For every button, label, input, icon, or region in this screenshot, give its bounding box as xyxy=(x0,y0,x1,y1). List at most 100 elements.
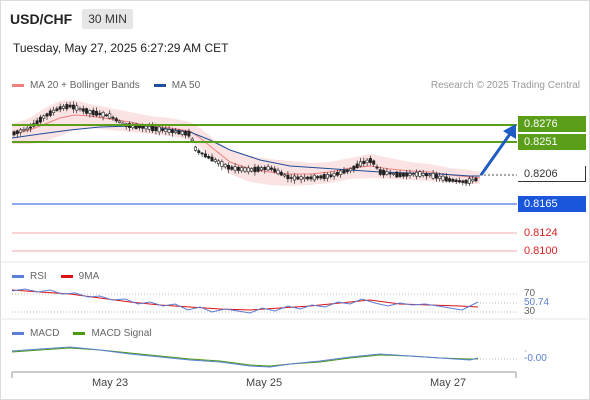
candle-body xyxy=(368,158,372,163)
candle-body xyxy=(322,174,326,180)
price-tag-0.8100: 0.8100 xyxy=(524,245,558,257)
candle-body xyxy=(388,172,392,175)
candle-body xyxy=(217,160,221,165)
timeframe-button[interactable]: 30 MIN xyxy=(82,9,133,29)
candle-body xyxy=(75,105,79,111)
candle-body xyxy=(421,173,425,176)
candle-body xyxy=(316,176,320,179)
candle-body xyxy=(187,131,191,137)
candle-body xyxy=(448,178,452,182)
candle-body xyxy=(19,129,23,133)
candle-body xyxy=(223,163,227,168)
candle-body xyxy=(88,110,92,114)
candle-body xyxy=(312,174,316,181)
candle-body xyxy=(25,127,29,131)
candle-body xyxy=(167,129,171,133)
candle-body xyxy=(306,176,310,180)
candle-body xyxy=(190,138,194,142)
candle-body xyxy=(411,173,415,176)
forecast-arrow-head xyxy=(503,124,516,139)
main-legend: MA 20 + Bollinger Bands MA 50 xyxy=(12,80,200,91)
candle-body xyxy=(329,174,333,178)
price-tag-current: 0.8206 xyxy=(518,166,586,182)
candle-body xyxy=(418,171,422,177)
candle-body xyxy=(144,125,148,130)
candle-body xyxy=(65,104,69,110)
candle-body xyxy=(85,108,89,114)
candle-body xyxy=(349,168,353,172)
candle-body xyxy=(289,177,293,179)
macd-swatch xyxy=(12,332,24,335)
candle-body xyxy=(250,168,254,172)
candle-body xyxy=(335,171,339,176)
candle-body xyxy=(108,113,112,119)
candle-body xyxy=(170,129,174,133)
rsi-ma-legend-label: 9MA xyxy=(78,271,100,282)
candle-body xyxy=(91,110,95,116)
candle-body xyxy=(365,159,369,164)
candle-body xyxy=(454,179,458,182)
candle-body xyxy=(154,126,158,132)
candle-body xyxy=(269,167,273,170)
candle-body xyxy=(428,174,432,177)
candle-body xyxy=(424,173,428,177)
candle-body xyxy=(200,152,204,155)
price-tag-0.8165: 0.8165 xyxy=(518,196,586,212)
candle-body xyxy=(55,108,59,111)
candle-body xyxy=(28,126,32,129)
candle-body xyxy=(157,126,161,133)
candlestick-series xyxy=(12,101,478,187)
macd-legend: MACD MACD Signal xyxy=(12,328,151,339)
candle-body xyxy=(296,176,300,180)
candle-body xyxy=(451,179,455,182)
candle-body xyxy=(362,160,366,165)
candle-body xyxy=(434,174,438,179)
macd-signal-swatch xyxy=(73,332,86,335)
candle-body xyxy=(164,128,168,132)
candle-body xyxy=(286,174,290,180)
ma50-line xyxy=(11,125,480,177)
rsi-swatch xyxy=(12,275,24,278)
candle-body xyxy=(408,173,412,176)
candle-body xyxy=(230,166,234,170)
candle-body xyxy=(273,168,277,173)
candle-body xyxy=(302,176,306,180)
credit-text: Research © 2025 Trading Central xyxy=(430,80,580,91)
candle-body xyxy=(385,171,389,175)
ma50-swatch xyxy=(153,84,166,87)
candle-body xyxy=(415,171,419,177)
price-tag-0.8251: 0.8251 xyxy=(518,134,586,150)
x-tick-may-23: May 23 xyxy=(92,377,129,389)
candle-body xyxy=(12,131,16,136)
candle-body xyxy=(174,130,178,133)
candle-body xyxy=(471,179,475,182)
price-tag-0.8276: 0.8276 xyxy=(518,116,586,132)
candle-body xyxy=(444,176,448,182)
candle-body xyxy=(345,169,349,173)
candle-body xyxy=(457,180,461,183)
candle-body xyxy=(58,106,62,110)
candle-body xyxy=(431,172,435,179)
candle-body xyxy=(78,108,82,110)
candle-body xyxy=(292,175,296,181)
candle-body xyxy=(352,165,356,170)
rsi-level-70: 70 xyxy=(524,288,536,299)
candle-body xyxy=(401,173,405,177)
ma20-swatch xyxy=(12,84,24,87)
candle-body xyxy=(438,175,442,179)
candle-body xyxy=(378,169,382,175)
candle-body xyxy=(372,160,376,165)
header: USD/CHF 30 MIN xyxy=(10,8,133,30)
candle-body xyxy=(398,173,402,177)
candle-body xyxy=(35,120,39,125)
candle-body xyxy=(147,126,151,130)
candle-body xyxy=(263,167,267,171)
candle-body xyxy=(332,173,336,177)
ma50-legend-label: MA 50 xyxy=(171,80,201,91)
rsi-value: 50.74 xyxy=(524,297,550,308)
candle-body xyxy=(236,166,240,171)
candle-body xyxy=(233,166,237,171)
candle-body xyxy=(309,176,313,180)
candle-body xyxy=(118,120,122,123)
